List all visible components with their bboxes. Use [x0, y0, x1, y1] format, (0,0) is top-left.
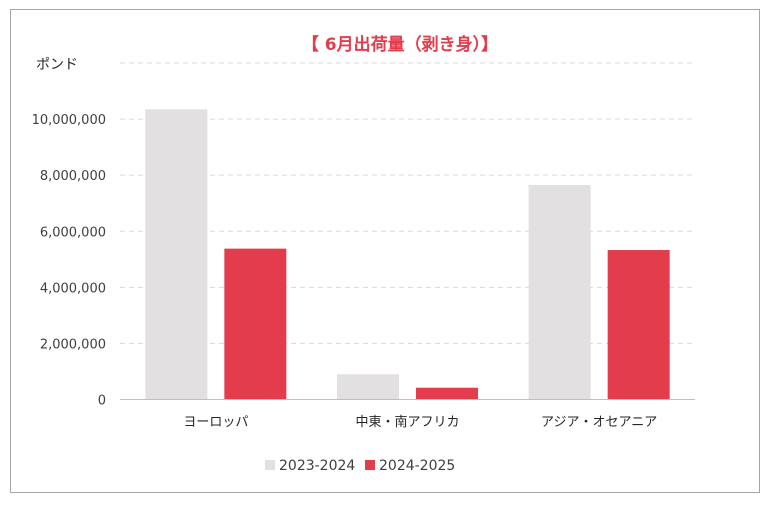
legend-entry: 2024-2025: [379, 458, 455, 474]
legend-entry: 2023-2024: [279, 458, 355, 474]
legend: 2023-2024 2024-2025: [265, 458, 455, 474]
y-tick-label: 4,000,000: [40, 281, 106, 296]
y-tick-label: 10,000,000: [32, 113, 106, 128]
bar: [607, 250, 670, 400]
category-label: アジア・オセアニア: [541, 415, 657, 430]
category-labels: ヨーロッパ 中東・南アフリカ アジア・オセアニア: [183, 414, 657, 430]
bar: [337, 374, 399, 400]
y-tick-label: 8,000,000: [40, 169, 106, 184]
bar: [416, 387, 478, 400]
category-label: 中東・南アフリカ: [355, 414, 459, 430]
bars: [145, 109, 670, 400]
legend-swatch: [265, 460, 275, 470]
legend-swatch: [365, 460, 375, 470]
y-axis-label: ポンド: [36, 57, 78, 73]
bar: [145, 109, 208, 400]
y-axis-ticks: 0 2,000,000 4,000,000 6,000,000 8,000,000 10,…: [32, 113, 106, 408]
gridlines: [120, 62, 695, 344]
bar: [528, 184, 591, 400]
chart-title: 【 6月出荷量（剥き身）】: [302, 34, 498, 55]
y-tick-label: 6,000,000: [40, 225, 106, 240]
y-tick-label: 0: [98, 394, 106, 409]
category-label: ヨーロッパ: [183, 415, 248, 430]
bar: [224, 248, 287, 400]
y-tick-label: 2,000,000: [40, 337, 106, 352]
